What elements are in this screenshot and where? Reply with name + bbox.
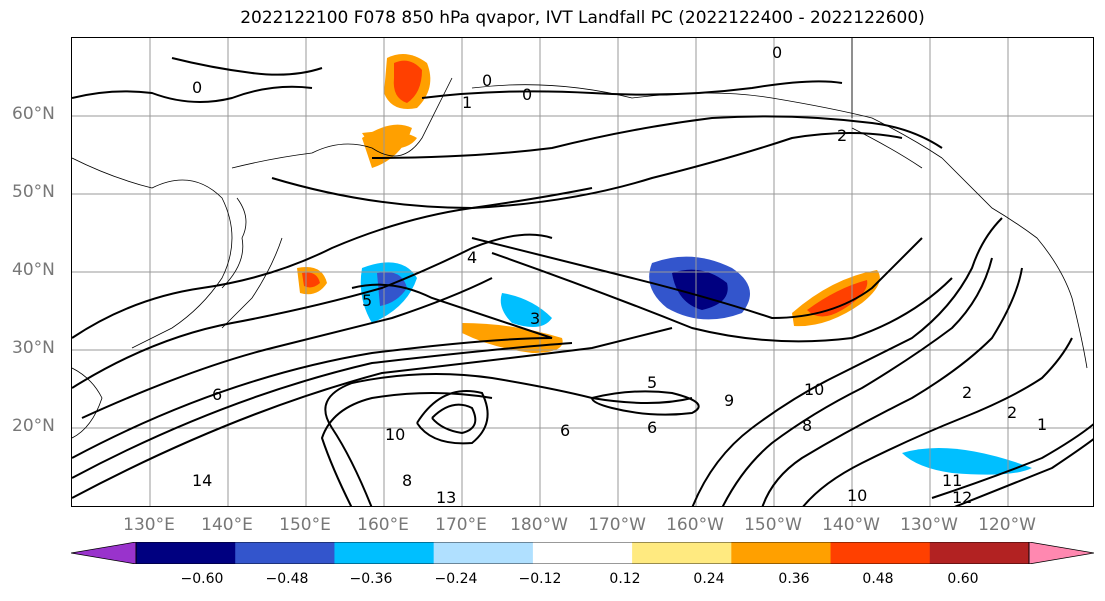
lon-label: 170°E [435, 515, 487, 535]
contour-label: 1 [1037, 415, 1047, 434]
contour-label: 10 [847, 486, 867, 505]
contour-label: 10 [385, 425, 405, 444]
lon-label: 170°W [588, 515, 646, 535]
contour-label: 4 [467, 248, 477, 267]
lat-label: 30°N [12, 338, 55, 358]
colorbar-tick-label: −0.36 [349, 571, 393, 587]
lon-label: 140°W [822, 515, 880, 535]
colorbar-segment [1029, 542, 1094, 564]
colorbar-tick-label: 0.12 [609, 571, 641, 587]
map-plot: 0 0 0 0 1 2 4 3 5 5 6 6 6 8 9 10 10 12 1… [72, 38, 1093, 507]
colorbar-segment [433, 542, 534, 564]
contour-label: 2 [837, 126, 847, 145]
lon-label: 160°W [666, 515, 724, 535]
contour-label: 5 [647, 373, 657, 392]
contour-label: 2 [1007, 403, 1017, 422]
contour-label: 0 [522, 85, 532, 104]
contour-label: 14 [192, 471, 212, 490]
lat-label: 20°N [12, 416, 55, 436]
lon-label: 130°W [900, 515, 958, 535]
colorbar-segment [632, 542, 732, 564]
lon-label: 160°E [357, 515, 409, 535]
contour-label: 0 [192, 78, 202, 97]
colorbar-tick-label: 0.36 [778, 571, 810, 587]
colorbar-segment [334, 542, 435, 564]
contour-labels: 0 0 0 0 1 2 4 3 5 5 6 6 6 8 9 10 10 12 1… [192, 43, 1047, 507]
colorbar-segment [830, 542, 931, 564]
colorbar-tick-label: 0.48 [862, 571, 894, 587]
colorbar-tick-label: −0.24 [434, 571, 478, 587]
lon-label: 130°E [123, 515, 175, 535]
ivt-contours [72, 57, 1093, 506]
map-panel: 0 0 0 0 1 2 4 3 5 5 6 6 6 8 9 10 10 12 1… [71, 37, 1094, 507]
contour-label: 9 [724, 391, 734, 410]
colorbar-tick-label: −0.12 [518, 571, 562, 587]
colorbar-tick-label: −0.60 [180, 571, 224, 587]
contour-label: 11 [942, 471, 962, 490]
colorbar-tick-label: −0.48 [265, 571, 309, 587]
lat-label: 50°N [12, 182, 55, 202]
lon-label: 180°W [510, 515, 568, 535]
colorbar-segments [71, 542, 1094, 564]
colorbar-tick-label: 0.24 [693, 571, 725, 587]
contour-label: 8 [402, 471, 412, 490]
coastlines [72, 38, 1088, 439]
lat-label: 40°N [12, 260, 55, 280]
lon-label: 150°W [744, 515, 802, 535]
contour-label: 2 [962, 383, 972, 402]
contour-label: 13 [436, 488, 456, 507]
contour-label: 10 [804, 380, 824, 399]
contour-label: 5 [362, 291, 372, 310]
lat-label: 60°N [12, 104, 55, 124]
colorbar-segment [136, 542, 236, 564]
contour-label: 3 [530, 309, 540, 328]
chart-title: 2022122100 F078 850 hPa qvapor, IVT Land… [240, 8, 925, 28]
contour-label: 12 [952, 488, 972, 507]
contour-label: 8 [802, 416, 812, 435]
colorbar-segment [731, 542, 832, 564]
contour-label: 1 [462, 93, 472, 112]
lon-label: 140°E [201, 515, 253, 535]
colorbar-segment [235, 542, 335, 564]
anomaly-shading [297, 54, 1032, 475]
colorbar-segment [71, 542, 136, 564]
contour-label: 6 [647, 418, 657, 437]
contour-label: 0 [772, 43, 782, 62]
contour-label: 6 [560, 421, 570, 440]
graticule [72, 38, 1093, 506]
lon-label: 150°E [279, 515, 331, 535]
contour-label: 0 [482, 71, 492, 90]
lon-label: 120°W [978, 515, 1036, 535]
colorbar-segment [532, 542, 633, 564]
colorbar-segment [929, 542, 1030, 564]
colorbar [71, 542, 1094, 564]
contour-label: 6 [212, 385, 222, 404]
colorbar-tick-label: 0.60 [947, 571, 979, 587]
